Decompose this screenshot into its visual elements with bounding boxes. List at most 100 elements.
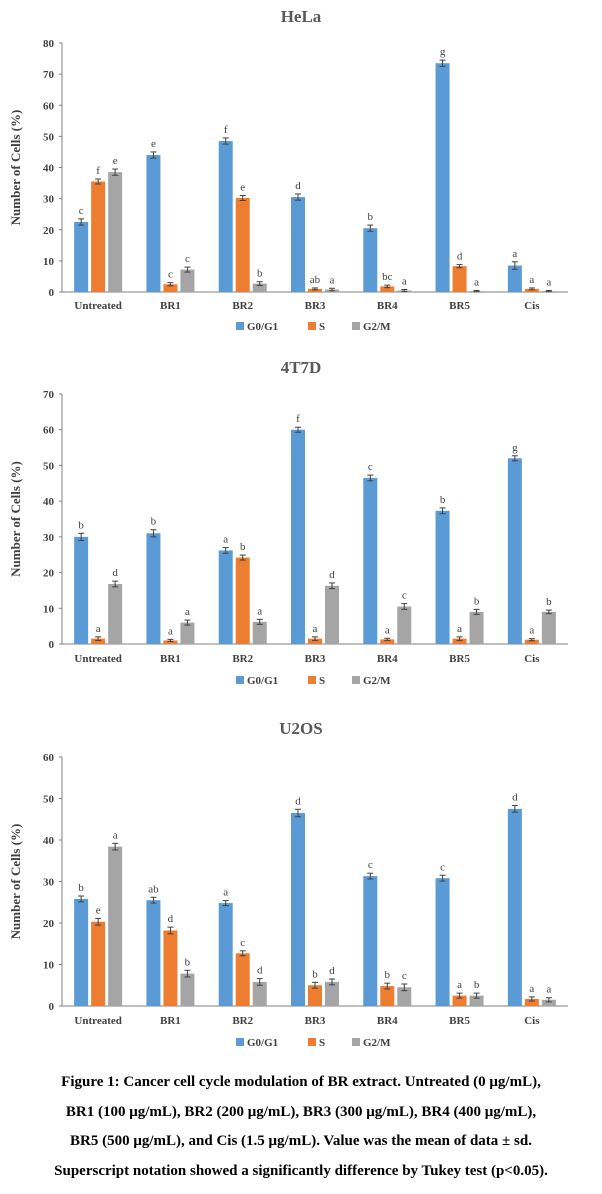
- bar-g2-m-br1: [180, 269, 195, 292]
- bar-g0-g1-br1: [146, 533, 161, 644]
- bar-s-cis: [524, 288, 539, 292]
- caption-line-2: BR1 (100 μg/mL), BR2 (200 μg/mL), BR3 (3…: [65, 1103, 537, 1120]
- bar-g2-m-br4: [397, 987, 412, 1006]
- bar-s-br4: [380, 986, 395, 1006]
- significance-label: b: [474, 979, 480, 991]
- bar-s-untreated: [91, 638, 106, 644]
- bar-g0-g1-br2: [218, 903, 233, 1006]
- legend-label-g2-m: G2/M: [363, 675, 391, 687]
- y-tick-label: 50: [43, 460, 55, 472]
- significance-label: d: [112, 567, 118, 579]
- x-tick-label: BR1: [160, 1015, 181, 1027]
- bar-s-br2: [235, 953, 250, 1006]
- significance-label: a: [546, 984, 551, 996]
- bar-g0-g1-untreated: [74, 536, 89, 644]
- x-tick-label: Cis: [524, 300, 540, 312]
- bar-s-untreated: [91, 921, 106, 1006]
- significance-label: b: [440, 494, 446, 506]
- y-tick-label: 20: [43, 568, 55, 580]
- x-tick-label: BR3: [305, 300, 326, 312]
- y-tick-label: 70: [43, 389, 55, 401]
- bar-g0-g1-cis: [507, 265, 522, 292]
- legend-label-g0-g1: G0/G1: [247, 1037, 278, 1049]
- bar-g0-g1-cis: [507, 458, 522, 644]
- bar-g0-g1-br2: [218, 550, 233, 644]
- bar-s-br1: [163, 930, 178, 1006]
- significance-label: c: [168, 269, 173, 281]
- significance-label: a: [330, 274, 335, 286]
- bar-g0-g1-untreated: [74, 898, 89, 1006]
- significance-label: c: [185, 253, 190, 265]
- significance-label: ab: [148, 883, 159, 895]
- bar-g2-m-br3: [325, 981, 339, 1006]
- significance-label: b: [240, 541, 246, 553]
- y-tick-label: 30: [43, 877, 55, 889]
- bar-g0-g1-br3: [291, 197, 305, 292]
- significance-label: a: [168, 625, 173, 637]
- x-tick-label: BR4: [377, 1015, 398, 1027]
- significance-label: g: [512, 442, 518, 454]
- y-tick-label: 10: [43, 256, 55, 268]
- significance-label: d: [295, 180, 301, 192]
- bar-g2-m-cis: [541, 611, 556, 644]
- legend-label-s: S: [319, 321, 325, 333]
- significance-label: b: [312, 968, 318, 980]
- y-tick-label: 40: [43, 835, 55, 847]
- significance-label: d: [512, 792, 518, 804]
- bar-s-br2: [235, 557, 250, 644]
- x-tick-label: Cis: [524, 653, 540, 665]
- x-tick-label: Cis: [524, 1015, 540, 1027]
- caption-line-1: Figure 1: Cancer cell cycle modulation o…: [61, 1074, 541, 1090]
- significance-label: d: [329, 965, 335, 977]
- chart-title: U2OS: [279, 719, 322, 738]
- y-tick-label: 50: [43, 794, 55, 806]
- significance-label: a: [223, 534, 228, 546]
- y-tick-label: 0: [49, 1001, 55, 1013]
- bar-g0-g1-br4: [363, 477, 378, 644]
- y-tick-label: 60: [43, 752, 55, 764]
- legend-swatch-g0-g1: [236, 676, 244, 684]
- significance-label: a: [529, 983, 534, 995]
- bar-s-br1: [163, 284, 178, 292]
- significance-label: f: [296, 413, 300, 425]
- bar-g0-g1-cis: [507, 808, 522, 1006]
- y-tick-label: 60: [43, 100, 55, 112]
- bar-g2-m-br2: [252, 283, 267, 292]
- x-tick-label: Untreated: [74, 653, 121, 665]
- x-tick-label: Untreated: [74, 300, 121, 312]
- significance-label: a: [223, 887, 228, 899]
- caption-line-3: BR5 (500 μg/mL), and Cis (1.5 μg/mL). Va…: [70, 1133, 532, 1149]
- significance-label: d: [168, 913, 174, 925]
- x-tick-label: Untreated: [74, 1015, 121, 1027]
- significance-label: a: [457, 623, 462, 635]
- significance-label: b: [368, 211, 374, 223]
- x-tick-label: BR4: [377, 300, 398, 312]
- bar-s-br2: [235, 198, 250, 292]
- significance-label: d: [329, 569, 335, 581]
- significance-label: d: [257, 965, 263, 977]
- legend-swatch-s: [308, 676, 316, 684]
- significance-label: a: [257, 605, 262, 617]
- legend-swatch-g2-m: [352, 676, 360, 684]
- x-tick-label: BR3: [305, 653, 326, 665]
- significance-label: a: [529, 625, 534, 637]
- significance-label: a: [96, 623, 101, 635]
- y-axis-label: Number of Cells (%): [8, 110, 23, 226]
- significance-label: a: [457, 979, 462, 991]
- y-tick-label: 0: [49, 287, 55, 299]
- bar-s-br4: [380, 639, 395, 644]
- bar-g0-g1-br3: [291, 813, 305, 1006]
- y-axis-label: Number of Cells (%): [8, 824, 23, 940]
- significance-label: bc: [382, 271, 393, 283]
- bar-g2-m-untreated: [108, 584, 123, 644]
- bar-s-untreated: [91, 181, 106, 292]
- bar-g2-m-br1: [180, 973, 195, 1006]
- bar-g0-g1-br3: [291, 429, 305, 644]
- legend-label-g0-g1: G0/G1: [247, 321, 278, 333]
- significance-label: c: [402, 970, 407, 982]
- caption-line-4: Superscript notation showed a significan…: [54, 1162, 548, 1179]
- significance-label: a: [402, 276, 407, 288]
- x-tick-label: BR1: [160, 300, 181, 312]
- bar-g2-m-untreated: [108, 172, 123, 292]
